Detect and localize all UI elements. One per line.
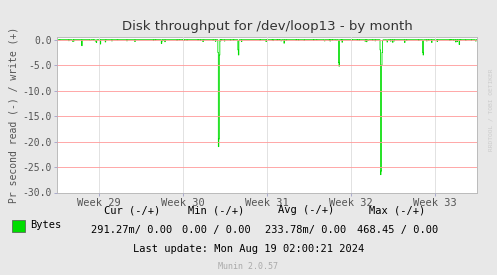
Text: 233.78m/ 0.00: 233.78m/ 0.00 xyxy=(265,225,346,235)
Text: Avg (-/+): Avg (-/+) xyxy=(277,205,334,215)
Text: Max (-/+): Max (-/+) xyxy=(369,205,426,215)
Text: 291.27m/ 0.00: 291.27m/ 0.00 xyxy=(91,225,172,235)
Text: Cur (-/+): Cur (-/+) xyxy=(103,205,160,215)
Text: RRDTOOL / TOBI OETIKER: RRDTOOL / TOBI OETIKER xyxy=(488,69,493,151)
Text: Munin 2.0.57: Munin 2.0.57 xyxy=(219,262,278,271)
Text: Last update: Mon Aug 19 02:00:21 2024: Last update: Mon Aug 19 02:00:21 2024 xyxy=(133,244,364,254)
Text: Bytes: Bytes xyxy=(30,220,61,230)
Title: Disk throughput for /dev/loop13 - by month: Disk throughput for /dev/loop13 - by mon… xyxy=(122,20,413,33)
Text: 0.00 / 0.00: 0.00 / 0.00 xyxy=(182,225,250,235)
Y-axis label: Pr second read (-) / write (+): Pr second read (-) / write (+) xyxy=(8,27,18,203)
Text: 468.45 / 0.00: 468.45 / 0.00 xyxy=(357,225,438,235)
Text: Min (-/+): Min (-/+) xyxy=(188,205,245,215)
